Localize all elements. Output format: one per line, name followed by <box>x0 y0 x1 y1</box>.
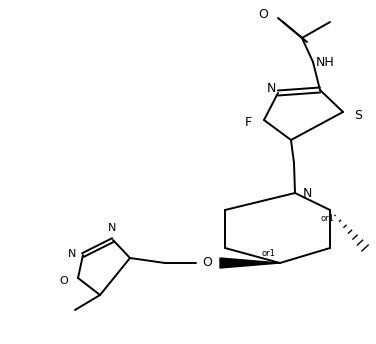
Text: O: O <box>202 257 212 269</box>
Text: N: N <box>266 82 276 95</box>
Text: N: N <box>108 223 116 233</box>
Text: or1: or1 <box>320 214 334 223</box>
Text: F: F <box>244 116 252 129</box>
Text: S: S <box>354 108 362 121</box>
Text: or1: or1 <box>261 248 275 258</box>
Text: O: O <box>60 276 68 286</box>
Text: N: N <box>68 249 76 259</box>
Text: O: O <box>258 8 268 21</box>
Polygon shape <box>220 258 280 268</box>
Text: N: N <box>302 186 312 200</box>
Text: NH: NH <box>315 55 334 68</box>
